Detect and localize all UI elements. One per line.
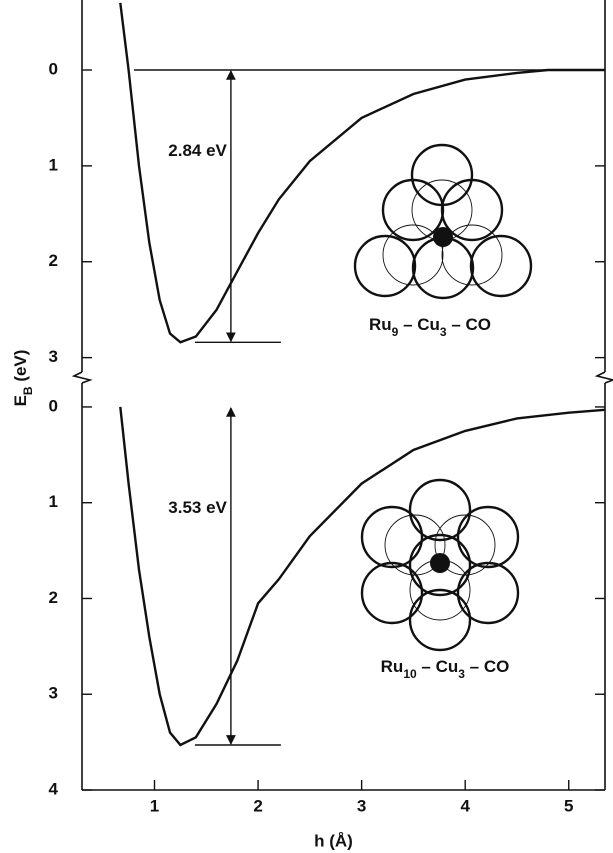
y-axis-label: EB (eV) [11, 350, 35, 407]
formula-part: – Cu [398, 315, 440, 334]
y-tick-label: 0 [49, 396, 58, 415]
formula-part: 9 [392, 325, 399, 339]
y-tick-label: 1 [49, 492, 58, 511]
formula-part: – CO [447, 315, 491, 334]
x-tick-label: 5 [564, 796, 573, 815]
depth-label: 3.53 eV [168, 498, 227, 517]
axis-break [594, 371, 613, 384]
axis-break [71, 371, 93, 384]
depth-label: 2.84 eV [168, 141, 227, 160]
formula-part: 3 [440, 325, 447, 339]
formula-part: 3 [458, 667, 465, 681]
formula-part: Ru [369, 315, 392, 334]
x-tick-label: 1 [150, 796, 159, 815]
cluster-ru10 [360, 478, 520, 652]
y-tick-label: 3 [49, 347, 58, 366]
y-axis-label-part: (eV) [11, 350, 30, 387]
formula-part: Ru [381, 657, 404, 676]
x-tick-label: 2 [253, 796, 262, 815]
formula-part: 10 [403, 667, 417, 681]
y-tick-label: 4 [49, 779, 59, 798]
x-tick-label: 3 [357, 796, 366, 815]
y-tick-label: 3 [49, 684, 58, 703]
x-axis-label: h (Å) [314, 831, 353, 850]
x-tick-label: 4 [460, 796, 470, 815]
cluster-ru9 [353, 143, 533, 300]
y-axis-label-part: E [11, 395, 30, 406]
formula-part: – CO [465, 657, 509, 676]
formula-part: – Cu [417, 657, 459, 676]
y-tick-label: 2 [49, 588, 58, 607]
y-tick-label: 2 [49, 251, 58, 270]
y-tick-label: 1 [49, 155, 58, 174]
formula: Ru10 – Cu3 – CO [381, 657, 510, 681]
curve [119, 406, 606, 747]
curve [119, 2, 605, 344]
y-axis-label-part: B [21, 386, 35, 395]
y-tick-label: 0 [49, 59, 58, 78]
formula: Ru9 – Cu3 – CO [369, 315, 491, 339]
